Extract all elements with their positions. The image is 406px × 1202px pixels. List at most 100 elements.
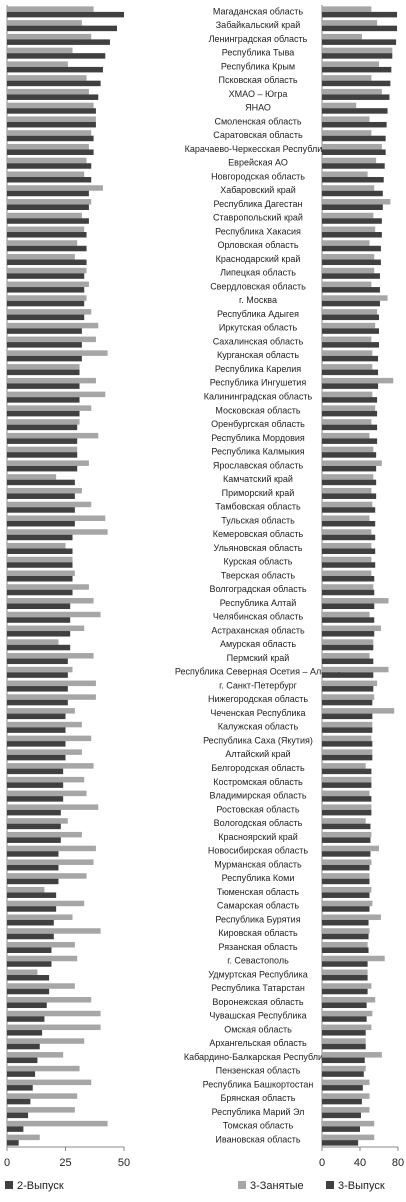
bar bbox=[7, 631, 71, 637]
bar bbox=[7, 1002, 47, 1009]
bar bbox=[322, 1065, 366, 1072]
bar bbox=[7, 529, 108, 535]
bar bbox=[7, 1010, 101, 1017]
x-tick-label: 80 bbox=[392, 1157, 404, 1169]
bar bbox=[322, 686, 374, 692]
bar bbox=[322, 1016, 367, 1022]
bar bbox=[7, 988, 50, 995]
bar bbox=[322, 1071, 364, 1077]
bar bbox=[7, 410, 80, 417]
bar bbox=[322, 149, 386, 155]
y-tick-label: Республика Крым bbox=[221, 61, 295, 71]
bar bbox=[322, 53, 393, 59]
bar bbox=[322, 694, 375, 700]
bar bbox=[7, 955, 78, 962]
bar bbox=[7, 322, 99, 329]
bar bbox=[322, 157, 377, 164]
y-tick-label: Ленинградская область bbox=[209, 34, 308, 44]
y-tick-label: Республика Дагестан bbox=[214, 199, 303, 209]
bar bbox=[322, 1112, 361, 1119]
bar bbox=[322, 776, 372, 783]
bar bbox=[7, 190, 89, 197]
bar bbox=[322, 199, 391, 205]
bar bbox=[322, 507, 376, 513]
bar bbox=[7, 121, 96, 128]
bar bbox=[322, 419, 372, 425]
bar bbox=[7, 1057, 38, 1064]
bar bbox=[322, 355, 379, 362]
bar bbox=[7, 61, 68, 67]
x-tick-label: 0 bbox=[319, 1157, 325, 1169]
bar bbox=[7, 94, 99, 100]
bar bbox=[322, 988, 368, 995]
bar bbox=[7, 163, 92, 169]
x-tick-label: 50 bbox=[118, 1157, 130, 1169]
bar bbox=[7, 33, 92, 40]
bar bbox=[322, 300, 380, 307]
bar bbox=[322, 245, 381, 252]
y-tick-label: Краснодарский край bbox=[216, 254, 301, 264]
bar bbox=[322, 851, 371, 857]
bar bbox=[7, 914, 73, 920]
bar bbox=[7, 542, 66, 549]
bar bbox=[322, 796, 372, 802]
bar bbox=[7, 983, 75, 989]
y-tick-label: Ростовская область bbox=[216, 804, 299, 814]
y-tick-label: Республика Северная Осетия – Алания bbox=[175, 667, 341, 677]
bar bbox=[7, 47, 73, 54]
bar bbox=[7, 556, 73, 563]
bar bbox=[322, 672, 374, 678]
bar bbox=[322, 163, 385, 169]
legend-label: 3-Выпуск bbox=[338, 1180, 385, 1192]
bar bbox=[7, 11, 124, 18]
y-tick-label: Тульская область bbox=[221, 515, 295, 525]
y-tick-label: Владимирская область bbox=[209, 791, 306, 801]
bar bbox=[7, 1024, 101, 1031]
bar bbox=[322, 446, 374, 453]
bar bbox=[322, 342, 379, 348]
x-tick-label: 25 bbox=[59, 1157, 71, 1169]
bar bbox=[7, 342, 82, 348]
bar bbox=[7, 1043, 40, 1050]
y-tick-label: Оренбургская область bbox=[211, 419, 305, 429]
bar bbox=[7, 1030, 43, 1036]
bar bbox=[7, 851, 59, 857]
bar bbox=[322, 267, 375, 274]
bar bbox=[7, 314, 85, 321]
y-tick-label: Кемеровская область bbox=[213, 529, 304, 539]
bar bbox=[7, 639, 59, 645]
bar bbox=[7, 199, 92, 205]
bar bbox=[7, 1065, 80, 1072]
y-tick-label: Республика Мордовия bbox=[211, 433, 305, 443]
bar bbox=[322, 226, 376, 233]
bar bbox=[7, 708, 75, 714]
bar bbox=[7, 768, 64, 775]
bar bbox=[322, 548, 376, 554]
bar bbox=[322, 465, 377, 472]
bar bbox=[7, 1098, 31, 1105]
bar bbox=[322, 88, 382, 95]
bar bbox=[322, 212, 374, 219]
bar bbox=[322, 452, 377, 458]
bar bbox=[7, 397, 80, 403]
y-tick-label: Архангельская область bbox=[209, 1038, 307, 1048]
bar bbox=[322, 749, 373, 755]
legend-swatch bbox=[5, 1181, 13, 1189]
bar bbox=[322, 295, 388, 301]
y-tick-label: Республика Адыгея bbox=[217, 309, 299, 319]
bar bbox=[7, 391, 106, 398]
y-tick-label: Республика Коми bbox=[222, 873, 295, 883]
bar bbox=[322, 94, 390, 100]
bar bbox=[7, 135, 94, 142]
y-tick-label: Приморский край bbox=[222, 488, 295, 498]
bar bbox=[7, 735, 92, 742]
bar bbox=[7, 465, 78, 472]
bar bbox=[322, 460, 382, 466]
bar bbox=[322, 947, 369, 953]
bar bbox=[322, 1052, 382, 1058]
bar bbox=[7, 1120, 108, 1127]
bar bbox=[7, 377, 96, 384]
bar bbox=[7, 776, 85, 783]
bar bbox=[7, 6, 94, 12]
